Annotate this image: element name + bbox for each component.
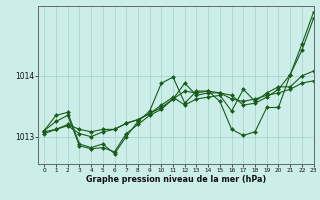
X-axis label: Graphe pression niveau de la mer (hPa): Graphe pression niveau de la mer (hPa)	[86, 175, 266, 184]
